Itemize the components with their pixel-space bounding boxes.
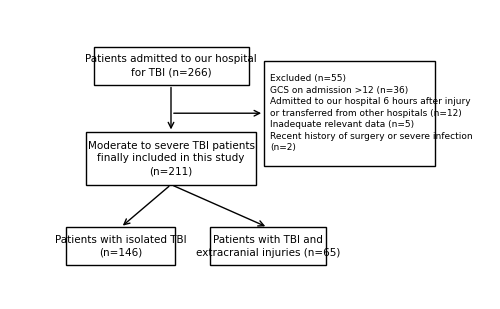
Text: Excluded (n=55)
GCS on admission >12 (n=36)
Admitted to our hospital 6 hours aft: Excluded (n=55) GCS on admission >12 (n=…	[270, 74, 472, 152]
Text: Patients with TBI and
extracranial injuries (n=65): Patients with TBI and extracranial injur…	[196, 235, 340, 258]
FancyBboxPatch shape	[86, 132, 256, 184]
Text: Moderate to severe TBI patients
finally included in this study
(n=211): Moderate to severe TBI patients finally …	[88, 141, 254, 176]
FancyBboxPatch shape	[94, 47, 248, 85]
FancyBboxPatch shape	[264, 61, 434, 166]
FancyBboxPatch shape	[66, 227, 175, 265]
FancyBboxPatch shape	[210, 227, 326, 265]
Text: Patients admitted to our hospital
for TBI (n=266): Patients admitted to our hospital for TB…	[85, 54, 257, 77]
Text: Patients with isolated TBI
(n=146): Patients with isolated TBI (n=146)	[55, 235, 186, 258]
